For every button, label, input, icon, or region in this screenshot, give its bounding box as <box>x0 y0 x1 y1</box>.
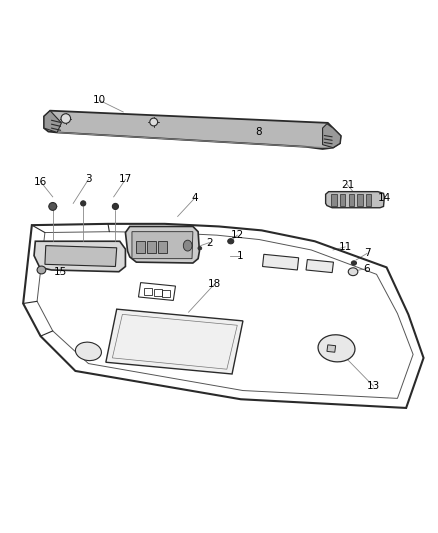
Ellipse shape <box>348 268 358 276</box>
Polygon shape <box>325 192 385 208</box>
Text: 17: 17 <box>119 174 132 184</box>
Text: 14: 14 <box>378 193 391 203</box>
Text: 2: 2 <box>206 238 213 247</box>
Text: 1: 1 <box>237 251 243 261</box>
Polygon shape <box>322 124 341 148</box>
Text: 4: 4 <box>192 193 198 203</box>
Text: 7: 7 <box>364 248 370 259</box>
Text: 18: 18 <box>208 279 221 289</box>
Polygon shape <box>34 241 125 272</box>
Polygon shape <box>158 241 167 254</box>
Polygon shape <box>306 260 333 272</box>
Polygon shape <box>106 309 243 374</box>
Ellipse shape <box>75 342 102 361</box>
Polygon shape <box>331 194 336 206</box>
Ellipse shape <box>228 239 234 244</box>
Text: 13: 13 <box>367 381 380 391</box>
Polygon shape <box>327 345 336 352</box>
Ellipse shape <box>37 266 46 274</box>
Text: 12: 12 <box>231 230 244 240</box>
Text: 15: 15 <box>53 266 67 277</box>
Polygon shape <box>44 111 61 133</box>
Text: 16: 16 <box>34 176 47 187</box>
Polygon shape <box>340 194 345 206</box>
Ellipse shape <box>113 204 118 209</box>
Ellipse shape <box>198 246 202 250</box>
Polygon shape <box>262 254 299 270</box>
Polygon shape <box>357 194 363 206</box>
Text: 10: 10 <box>93 95 106 105</box>
Polygon shape <box>125 227 199 263</box>
Polygon shape <box>136 241 145 254</box>
Polygon shape <box>349 194 354 206</box>
Text: 21: 21 <box>341 180 354 190</box>
Ellipse shape <box>61 114 71 123</box>
Ellipse shape <box>150 118 158 126</box>
Text: 3: 3 <box>85 174 92 184</box>
Polygon shape <box>366 194 371 206</box>
Text: 8: 8 <box>255 126 261 136</box>
Polygon shape <box>132 232 193 259</box>
Ellipse shape <box>318 335 355 362</box>
Ellipse shape <box>351 261 357 265</box>
Text: 11: 11 <box>339 242 352 252</box>
Polygon shape <box>45 246 117 266</box>
Ellipse shape <box>184 240 192 251</box>
Polygon shape <box>147 241 156 254</box>
Ellipse shape <box>49 203 57 211</box>
Ellipse shape <box>81 201 86 206</box>
Text: 6: 6 <box>364 264 370 273</box>
Polygon shape <box>44 111 341 149</box>
